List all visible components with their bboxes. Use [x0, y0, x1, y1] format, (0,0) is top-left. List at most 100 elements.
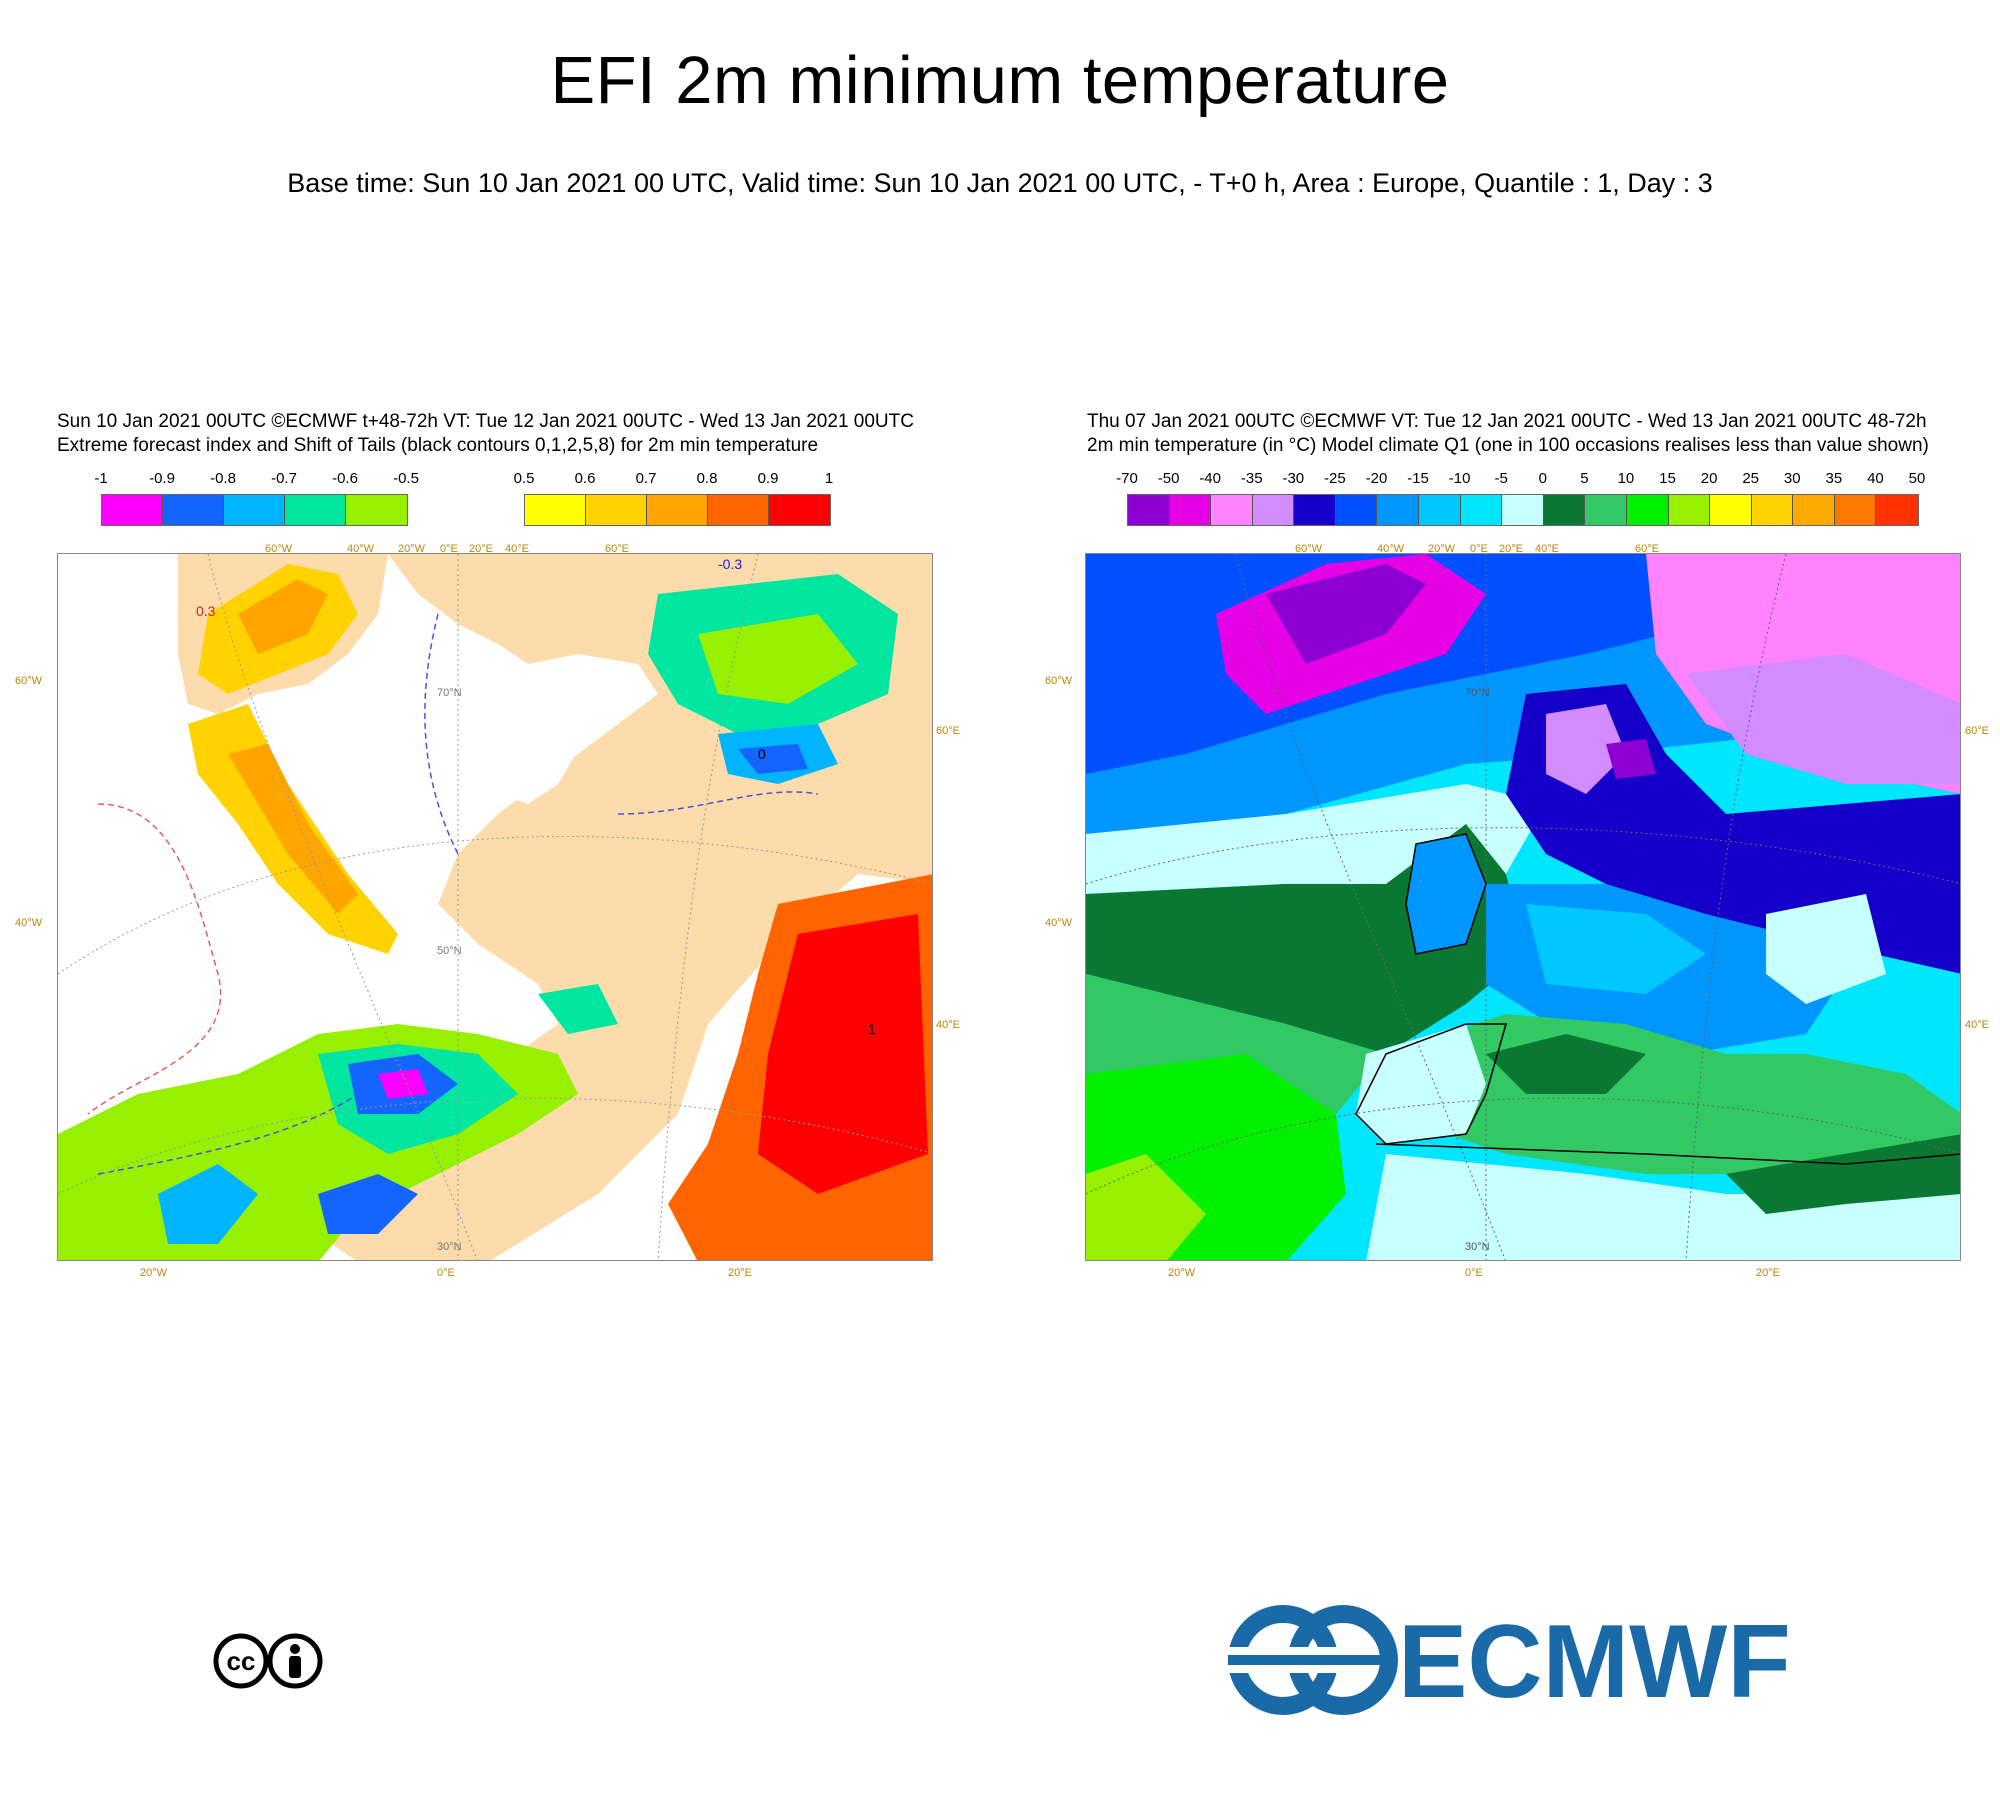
- colorbar-swatch: [647, 495, 708, 525]
- left-axis-label: 40°W: [1045, 917, 1073, 929]
- efi-header-line2: Extreme forecast index and Shift of Tail…: [57, 435, 819, 456]
- top-axis-label: 60°E: [605, 543, 629, 555]
- bottom-axis-label: 0°E: [1465, 1267, 1483, 1279]
- lat-label: 30°N: [437, 1241, 462, 1253]
- colorbar-swatch: [1668, 495, 1711, 525]
- colorbar-tick-label: -5: [1494, 470, 1508, 487]
- colorbar-tick-label: 50: [1908, 470, 1926, 487]
- colorbar-tick-label: -0.9: [149, 470, 175, 487]
- cc-logo-text: cc: [227, 1646, 256, 1676]
- contour-label-zero: 0: [758, 746, 766, 762]
- efi-map: 0.3 -0.3 0 1: [57, 553, 933, 1261]
- right-axis-label: 40°E: [1965, 1019, 1989, 1031]
- top-axis-label: 40°W: [347, 543, 375, 555]
- colorbar-tick-label: -0.8: [210, 470, 236, 487]
- colorbar-tick-label: 25: [1742, 470, 1760, 487]
- colorbar-tick-label: -0.6: [332, 470, 358, 487]
- colorbar-tick-label: -1: [94, 470, 108, 487]
- right-axis-label: 40°E: [936, 1019, 960, 1031]
- top-axis-label: 60°W: [265, 543, 293, 555]
- top-axis-label: 40°E: [1535, 543, 1559, 555]
- colorbar-swatch: [1710, 495, 1752, 525]
- top-axis-label: 20°E: [1499, 543, 1523, 555]
- colorbar-tick-label: 0: [1538, 470, 1547, 487]
- climate-panel: Thu 07 Jan 2021 00UTC ©ECMWF VT: Tue 12 …: [1045, 405, 2000, 1285]
- left-axis-label: 40°W: [15, 917, 43, 929]
- colorbar-swatch: [1585, 495, 1627, 525]
- colorbar-swatch: [708, 495, 769, 525]
- bottom-axis-label: 20°E: [1756, 1267, 1780, 1279]
- climate-colorbar: -70 -50 -40 -35 -30 -25 -20 -15 -10 -5 0 5 10 15 20 25 3…: [1116, 470, 1925, 530]
- right-axis-label: 60°E: [1965, 725, 1989, 737]
- colorbar-swatch: [1294, 495, 1336, 525]
- colorbar-tick-label: 40: [1867, 470, 1884, 487]
- colorbar-swatch: [525, 495, 586, 525]
- top-axis-label: 60°E: [1635, 543, 1659, 555]
- cc-by-logo: cc: [212, 1632, 324, 1690]
- colorbar-tick-label: -40: [1199, 470, 1221, 487]
- colorbar-swatch: [769, 495, 830, 525]
- colorbar-swatch: [1543, 495, 1586, 525]
- colorbar-swatch: [1626, 495, 1669, 525]
- lat-label: 70°N: [437, 687, 462, 699]
- top-axis-label: 20°E: [469, 543, 493, 555]
- colorbar-tick-label: 30: [1783, 470, 1801, 487]
- colorbar-tick-label: 5: [1580, 470, 1589, 487]
- top-axis-label: 40°W: [1377, 543, 1405, 555]
- top-axis-label: 20°W: [398, 543, 426, 555]
- efi-panel: Sun 10 Jan 2021 00UTC ©ECMWF t+48-72h VT…: [15, 405, 1010, 1285]
- colorbar-tick-label: 35: [1825, 470, 1843, 487]
- contour-label-red: 0.3: [196, 603, 216, 619]
- right-axis-label: 60°E: [936, 725, 960, 737]
- colorbar-tick-label: 10: [1617, 470, 1635, 487]
- efi-colorbar-negative: -1 -0.9 -0.8 -0.7 -0.6 -0.5: [94, 470, 419, 530]
- colorbar-swatch: [1793, 495, 1835, 525]
- colorbar-swatch: [346, 495, 407, 525]
- colorbar-tick-label: -0.5: [393, 470, 419, 487]
- colorbar-tick-label: 0.7: [635, 470, 657, 487]
- colorbar-tick-label: -50: [1157, 470, 1180, 487]
- colorbar-swatch: [163, 495, 224, 525]
- colorbar-tick-label: -10: [1448, 470, 1471, 487]
- contour-label-one: 1: [868, 1021, 876, 1037]
- bottom-axis-label: 0°E: [437, 1267, 455, 1279]
- colorbar-swatch: [1169, 495, 1212, 525]
- top-axis-label: 60°W: [1295, 543, 1323, 555]
- colorbar-tick-label: -15: [1407, 470, 1429, 487]
- colorbar-tick-label: -30: [1282, 470, 1305, 487]
- climate-map: [1085, 553, 1961, 1261]
- lat-label: 50°N: [437, 945, 462, 957]
- contour-label-blue: -0.3: [718, 556, 742, 572]
- top-axis-label: 40°E: [505, 543, 529, 555]
- colorbar-swatch: [102, 495, 163, 525]
- left-axis-label: 60°W: [15, 675, 43, 687]
- colorbar-tick-label: 0.9: [757, 470, 779, 487]
- top-axis-label: 20°W: [1428, 543, 1456, 555]
- colorbar-tick-label: -25: [1324, 470, 1346, 487]
- colorbar-tick-label: -20: [1365, 470, 1388, 487]
- bottom-axis-label: 20°E: [728, 1267, 752, 1279]
- colorbar-swatch: [1377, 495, 1420, 525]
- top-axis-label: 0°E: [1470, 543, 1488, 555]
- colorbar-swatch: [224, 495, 285, 525]
- colorbar-swatch: [1128, 495, 1170, 525]
- climate-header-line2: 2m min temperature (in °C) Model climate…: [1087, 435, 1929, 456]
- colorbar-tick-label: 0.6: [574, 470, 596, 487]
- lat-label: 70°N: [1465, 687, 1490, 699]
- colorbar-tick-label: -70: [1116, 470, 1138, 487]
- bottom-axis-label: 20°W: [1168, 1267, 1196, 1279]
- colorbar-tick-label: 0.8: [696, 470, 718, 487]
- ecmwf-logo-text: ECMWF: [1398, 1605, 1791, 1715]
- colorbar-tick-label: 15: [1659, 470, 1676, 487]
- colorbar-swatch: [586, 495, 647, 525]
- colorbar-swatch: [1211, 495, 1253, 525]
- colorbar-tick-label: -35: [1240, 470, 1263, 487]
- colorbar-tick-label: 20: [1700, 470, 1718, 487]
- page-title: EFI 2m minimum temperature: [550, 43, 1450, 118]
- colorbar-swatch: [1876, 495, 1918, 525]
- colorbar-swatch: [285, 495, 346, 525]
- ecmwf-logo: ECMWF: [1228, 1604, 1798, 1720]
- colorbar-swatch: [1834, 495, 1877, 525]
- colorbar-swatch: [1751, 495, 1794, 525]
- bottom-axis-label: 20°W: [140, 1267, 168, 1279]
